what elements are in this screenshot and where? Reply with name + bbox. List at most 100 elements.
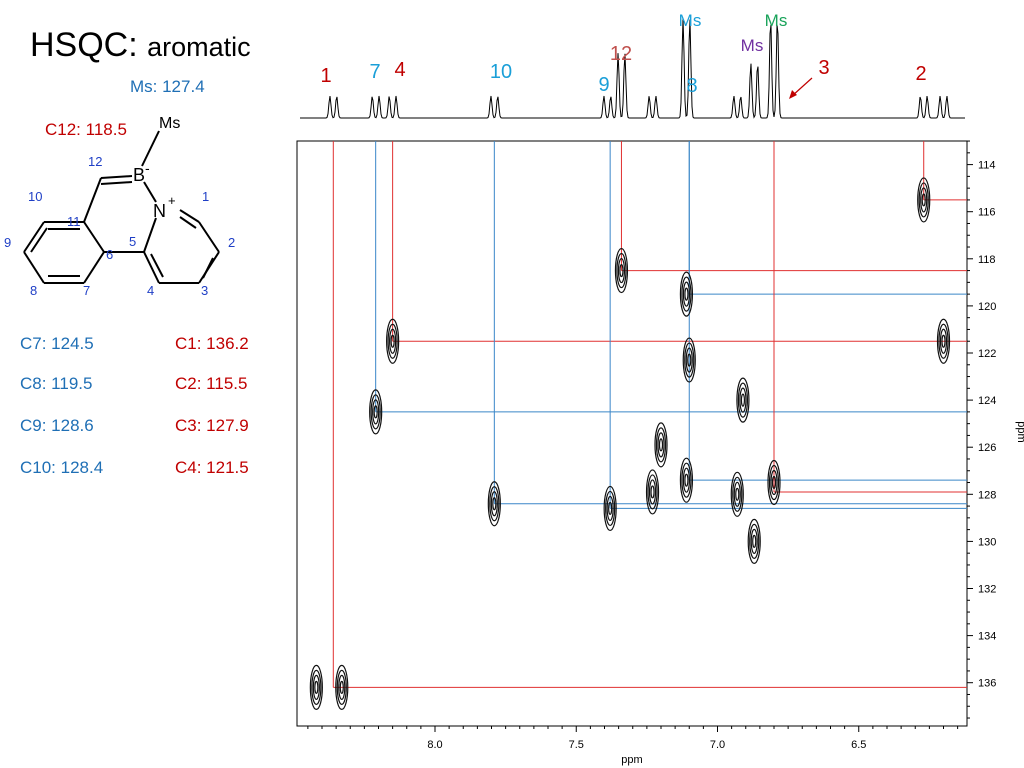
plot-frame (296, 140, 968, 727)
cross-peak (936, 318, 951, 364)
contour (370, 394, 381, 430)
atom-n: N (153, 201, 166, 221)
title-main: HSQC: (30, 26, 138, 64)
atom-number: 11 (67, 214, 81, 229)
contour (679, 271, 694, 317)
shift-c4: C4: 121.5 (175, 458, 249, 477)
shift-c7: C7: 124.5 (20, 334, 94, 353)
atom-number: 10 (28, 189, 42, 204)
contour (616, 252, 627, 289)
contour (771, 475, 777, 490)
contour (749, 523, 760, 560)
contour (682, 281, 691, 307)
contour (735, 487, 740, 501)
contour (389, 328, 397, 354)
cross-peak (309, 664, 323, 711)
contour (390, 334, 395, 348)
spectrum-label: 10 (490, 61, 512, 83)
y-tick-label: 136 (978, 678, 996, 690)
contour (682, 467, 691, 493)
contour (684, 287, 689, 301)
assignment-lines (332, 141, 967, 688)
contour (739, 387, 747, 413)
shift-c1: C1: 136.2 (175, 334, 249, 353)
spectrum-label: 9 (598, 74, 609, 96)
contour (921, 193, 926, 207)
title-sub: aromatic (147, 32, 251, 62)
contour (605, 490, 616, 527)
contour (335, 664, 349, 711)
spectrum-label: 3 (818, 57, 829, 79)
contour (918, 182, 929, 218)
cross-peak (654, 422, 668, 468)
atom-number: 1 (202, 189, 209, 204)
x-tick-label: 7.5 (569, 739, 584, 751)
y-tick-label: 126 (978, 442, 996, 454)
cross-peak (767, 459, 781, 506)
contour (682, 337, 696, 383)
y-tick-label: 132 (978, 584, 996, 596)
contour (492, 497, 497, 511)
cross-peak (747, 518, 761, 565)
shift-c2: C2: 115.5 (175, 374, 248, 393)
spectrum-label: 2 (915, 63, 926, 85)
contour (936, 318, 951, 364)
shift-c10: C10: 128.4 (20, 458, 104, 477)
cross-peak (603, 485, 617, 532)
y-tick-label: 124 (978, 395, 996, 407)
contour (767, 459, 781, 506)
contour (490, 491, 498, 517)
contour (387, 323, 398, 359)
contour (372, 399, 380, 425)
spectrum-label: 8 (686, 75, 697, 97)
contour (645, 469, 660, 515)
atom-number: 6 (106, 247, 113, 262)
contour (647, 474, 658, 510)
contour (681, 462, 692, 498)
contour (747, 518, 761, 565)
contour (339, 680, 344, 695)
x-tick-label: 7.0 (710, 739, 725, 751)
spectrum-label: Ms (765, 11, 788, 30)
contour (938, 323, 949, 359)
cross-peak (614, 247, 629, 294)
atom-number: 7 (83, 283, 90, 298)
atom-number: 9 (4, 235, 11, 250)
charge-plus: + (168, 193, 176, 208)
cross-peak (679, 457, 694, 503)
contour (736, 377, 750, 423)
atom-number: 2 (228, 235, 235, 250)
charge-minus: - (145, 160, 150, 176)
contour (487, 481, 501, 527)
contour (733, 481, 741, 507)
atom-number: 8 (30, 283, 37, 298)
y-tick-label: 116 (978, 207, 996, 219)
x-axis-label: ppm (621, 754, 642, 766)
contour (687, 353, 692, 367)
x-tick-label: 8.0 (427, 739, 442, 751)
atom-number: 4 (147, 283, 154, 298)
atom-number: 5 (129, 234, 136, 249)
contour (311, 669, 322, 706)
cross-peak (682, 337, 696, 383)
cross-peak (645, 469, 660, 515)
cross-peaks (309, 177, 951, 711)
y-tick-label: 114 (978, 160, 996, 172)
contour (770, 469, 778, 496)
contour (619, 263, 624, 278)
spectrum-label: 1 (320, 65, 331, 87)
cross-peak (736, 377, 750, 423)
contour (617, 257, 626, 284)
contour (655, 427, 667, 463)
contour (336, 669, 347, 706)
contour (730, 471, 744, 517)
contour (648, 479, 657, 505)
y-axis-label: ppm (1015, 421, 1024, 442)
spectrum-label: Ms (741, 36, 764, 55)
shift-c8: C8: 119.5 (20, 374, 93, 393)
contour (658, 438, 664, 452)
contour (684, 473, 689, 487)
cross-peak (369, 389, 383, 435)
